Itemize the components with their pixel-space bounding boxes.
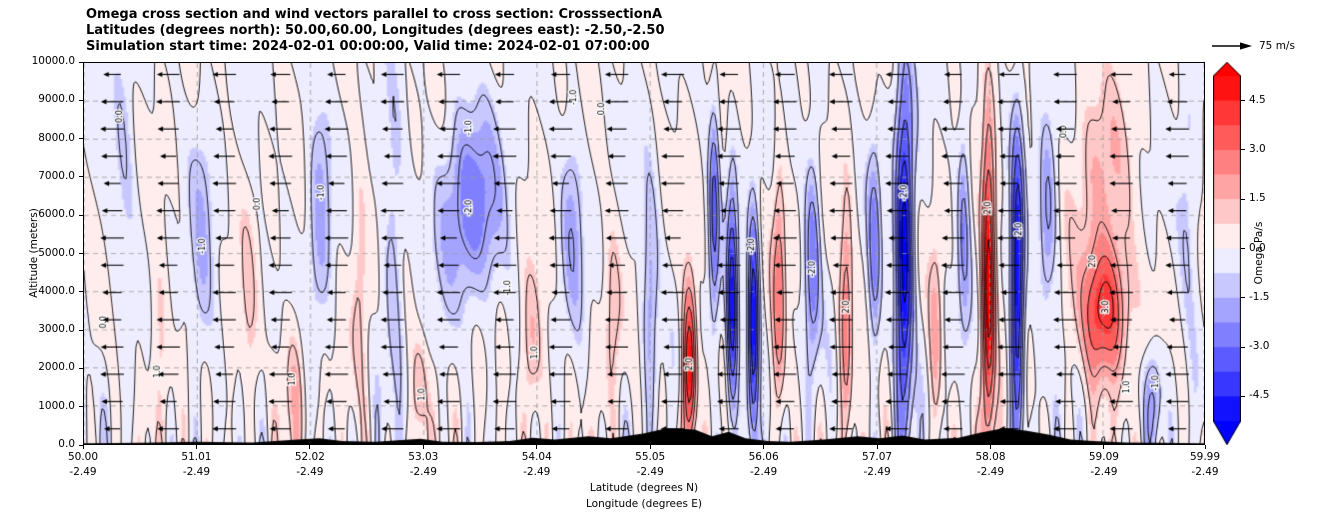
x-axis-label-longitude: Longitude (degrees E) [586,498,702,510]
wind-speed-key-label: 75 m/s [1259,40,1295,52]
y-tick-mark [79,444,83,446]
y-tick-label: 7000.0 [38,169,75,182]
x-tick-label-latitude: 50.00 [67,451,99,463]
x-tick-label-latitude: 52.02 [294,451,325,463]
x-tick-label-longitude: -2.49 [69,466,97,478]
x-tick-label-longitude: -2.49 [1090,466,1118,478]
colorbar-label: Omega Pa/s [1253,221,1265,285]
x-tick-label-longitude: -2.49 [863,466,891,478]
x-tick-mark [536,445,538,449]
x-tick-label-longitude: -2.49 [409,466,437,478]
x-tick-label-latitude: 59.99 [1189,451,1221,463]
reference-arrow-icon [1212,42,1252,50]
x-tick-mark [82,445,84,449]
y-tick-label: 3000.0 [38,323,75,336]
x-tick-label-latitude: 58.08 [975,451,1006,463]
y-tick-label: 8000.0 [38,131,75,144]
x-tick-mark [876,445,878,449]
y-tick-label: 2000.0 [38,361,75,374]
y-tick-label: 1000.0 [38,399,75,412]
chart-title: Omega cross section and wind vectors par… [86,7,663,22]
colorbar-tick-mark [1241,100,1245,102]
colorbar-tick-label: 3.0 [1249,142,1266,155]
y-tick-label: 10000.0 [31,55,75,67]
x-tick-label-longitude: -2.49 [182,466,210,478]
x-tick-label-longitude: -2.49 [976,466,1005,478]
x-tick-mark [422,445,424,449]
y-tick-mark [79,176,83,178]
y-tick-mark [79,253,83,254]
colorbar-tick-label: 4.5 [1249,93,1266,106]
y-tick-label: 6000.0 [38,208,75,221]
x-tick-label-latitude: 57.07 [862,451,893,463]
colorbar-tick-label: -3.0 [1249,340,1270,353]
colorbar-tick-label: 1.5 [1249,192,1266,205]
y-tick-label: 5000.0 [38,246,75,259]
colorbar-tick-label: 0.0 [1249,241,1266,254]
chart-subtitle-extent: Latitudes (degrees north): 50.00,60.00, … [86,23,665,38]
x-tick-label-latitude: 56.06 [748,451,779,463]
chart-subtitle-times: Simulation start time: 2024-02-01 00:00:… [86,39,650,54]
y-tick-mark [79,61,83,63]
colorbar-tick-label: -4.5 [1249,389,1270,402]
colorbar-tick-mark [1241,198,1245,200]
x-tick-mark [649,445,651,449]
colorbar-tick-mark [1241,248,1245,249]
x-tick-mark [989,445,991,449]
x-axis-label-latitude: Latitude (degrees N) [589,482,699,494]
y-tick-mark [79,329,83,331]
y-tick-mark [79,214,83,216]
x-tick-label-latitude: 59.09 [1088,451,1119,463]
x-tick-label-longitude: -2.49 [296,466,324,478]
wind-speed-key: 75 m/s [1211,40,1295,52]
x-tick-label-longitude: -2.49 [523,466,551,478]
y-tick-mark [79,406,83,408]
x-tick-label-latitude: 53.03 [408,451,439,463]
colorbar-tick-mark [1241,149,1245,151]
x-tick-label-latitude: 55.05 [635,451,666,463]
y-tick-label: 0.0 [58,438,75,450]
colorbar-tick-mark [1241,297,1245,299]
x-tick-label-latitude: 51.01 [181,451,212,463]
y-tick-label: 9000.0 [38,93,75,106]
plot-area [83,62,1205,445]
y-tick-label: 4000.0 [38,284,75,297]
y-tick-mark [79,291,83,293]
y-tick-mark [79,367,83,369]
x-tick-mark [1103,445,1105,449]
x-tick-mark [309,445,311,449]
y-tick-mark [79,99,83,101]
colorbar-tick-label: -1.5 [1249,290,1270,303]
x-tick-mark [763,445,765,449]
y-tick-mark [79,138,83,140]
x-tick-label-longitude: -2.49 [750,466,778,478]
colorbar-tick-mark [1241,395,1245,397]
colorbar [1213,62,1241,445]
x-tick-label-latitude: 54.04 [521,451,552,463]
omega-contour-canvas [84,63,1204,444]
x-tick-mark [1204,445,1206,449]
colorbar-tick-mark [1241,346,1245,348]
x-tick-label-longitude: -2.49 [1191,466,1219,478]
x-tick-mark [195,445,197,449]
x-tick-label-longitude: -2.49 [636,466,664,478]
